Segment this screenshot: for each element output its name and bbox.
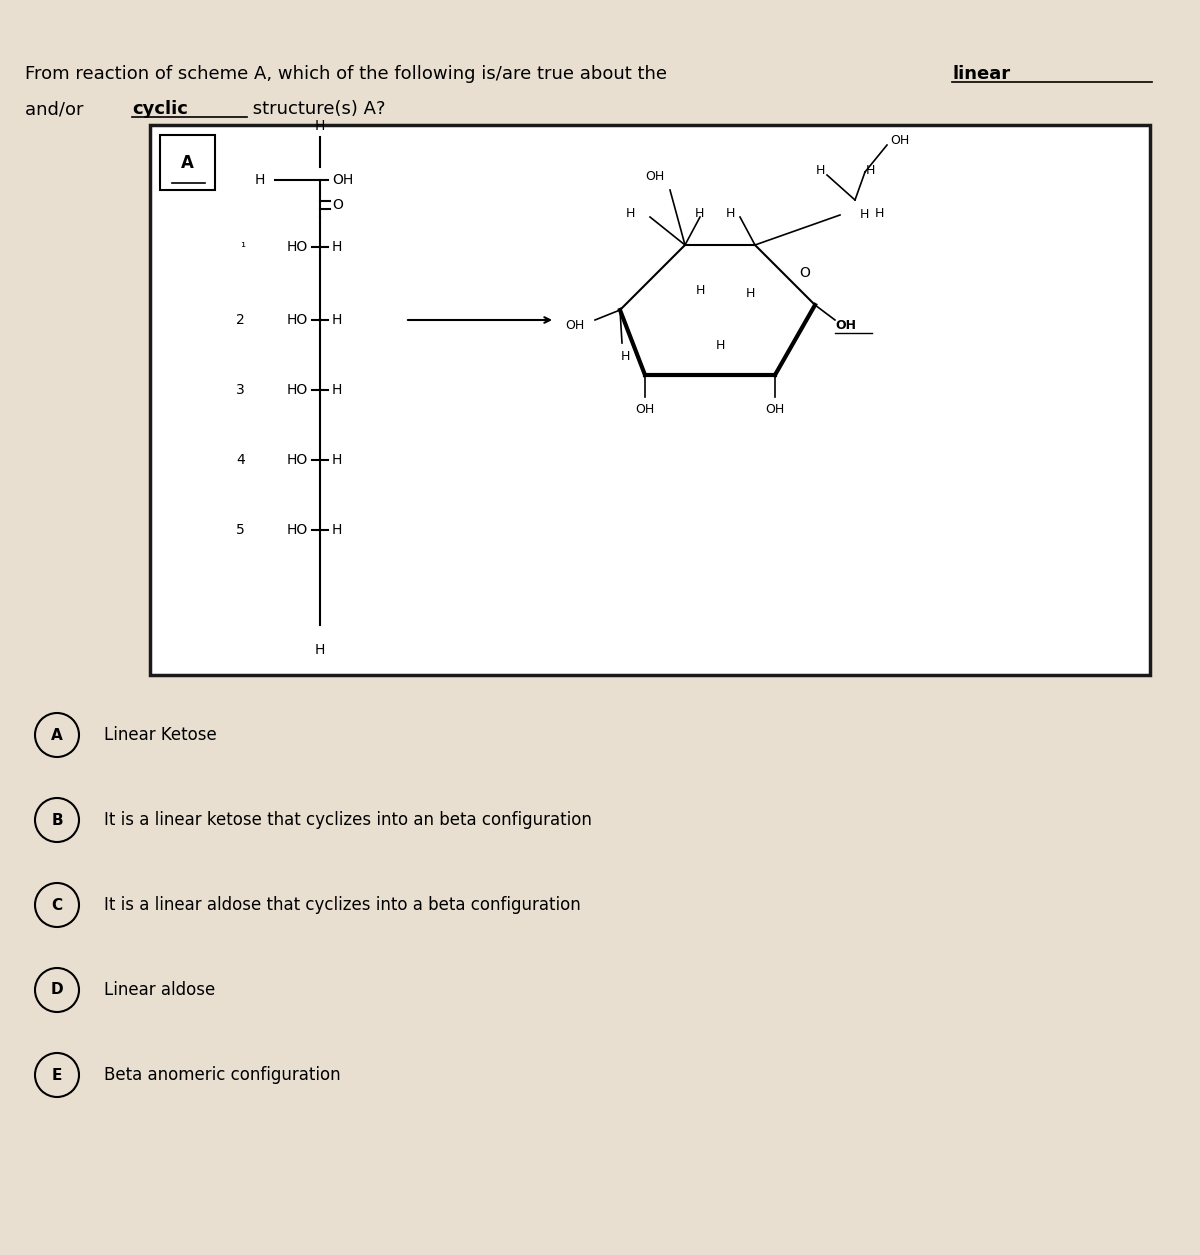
Text: HO: HO xyxy=(287,523,308,537)
Text: 2: 2 xyxy=(236,312,245,328)
Text: 5: 5 xyxy=(236,523,245,537)
Text: Beta anomeric configuration: Beta anomeric configuration xyxy=(104,1065,341,1084)
Text: and/or: and/or xyxy=(25,100,89,118)
FancyBboxPatch shape xyxy=(150,126,1150,675)
Text: OH: OH xyxy=(835,319,856,331)
Text: HO: HO xyxy=(287,383,308,397)
Text: 4: 4 xyxy=(236,453,245,467)
Text: H: H xyxy=(620,350,630,363)
Text: H: H xyxy=(815,163,824,177)
Text: Linear aldose: Linear aldose xyxy=(104,981,215,999)
Text: linear: linear xyxy=(952,65,1010,83)
Text: O: O xyxy=(332,198,343,212)
Text: cyclic: cyclic xyxy=(132,100,188,118)
Text: A: A xyxy=(52,728,62,743)
Text: OH: OH xyxy=(565,319,586,331)
Text: H: H xyxy=(314,643,325,658)
Text: H: H xyxy=(332,312,342,328)
Text: A: A xyxy=(181,153,194,172)
Text: ¹: ¹ xyxy=(240,241,245,254)
Text: From reaction of scheme A, which of the following is/are true about the: From reaction of scheme A, which of the … xyxy=(25,65,673,83)
Text: It is a linear aldose that cyclizes into a beta configuration: It is a linear aldose that cyclizes into… xyxy=(104,896,581,914)
Text: HO: HO xyxy=(287,240,308,254)
Text: OH: OH xyxy=(635,403,655,415)
FancyBboxPatch shape xyxy=(160,136,215,190)
Text: OH: OH xyxy=(890,133,910,147)
Text: 3: 3 xyxy=(236,383,245,397)
Text: HO: HO xyxy=(287,453,308,467)
Text: H: H xyxy=(860,208,869,221)
Text: C: C xyxy=(52,897,62,912)
Text: H: H xyxy=(314,119,325,133)
Text: H: H xyxy=(695,284,704,296)
Text: H: H xyxy=(875,207,884,220)
Text: OH: OH xyxy=(766,403,785,415)
Text: H: H xyxy=(745,286,755,300)
Text: HO: HO xyxy=(287,312,308,328)
Text: Linear Ketose: Linear Ketose xyxy=(104,725,217,744)
Text: H: H xyxy=(715,339,725,351)
Text: H: H xyxy=(625,207,635,220)
Text: B: B xyxy=(52,812,62,827)
Text: H: H xyxy=(726,207,734,220)
Text: H: H xyxy=(332,523,342,537)
Text: OH: OH xyxy=(332,173,353,187)
Text: OH: OH xyxy=(646,169,665,183)
Text: O: O xyxy=(799,266,810,280)
Text: H: H xyxy=(865,163,875,177)
Text: H: H xyxy=(332,383,342,397)
Text: D: D xyxy=(50,983,64,998)
Text: E: E xyxy=(52,1068,62,1083)
Text: H: H xyxy=(332,453,342,467)
Text: It is a linear ketose that cyclizes into an beta configuration: It is a linear ketose that cyclizes into… xyxy=(104,811,592,830)
Text: H: H xyxy=(332,240,342,254)
Text: structure(s) A?: structure(s) A? xyxy=(247,100,385,118)
Text: H: H xyxy=(695,207,704,220)
Text: H: H xyxy=(254,173,265,187)
